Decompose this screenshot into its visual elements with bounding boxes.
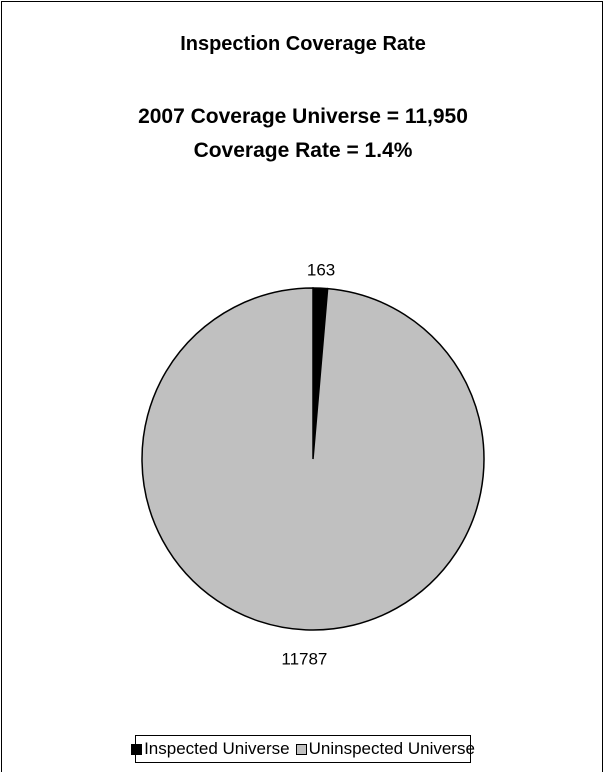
legend-label-uninspected: Uninspected Universe bbox=[308, 739, 475, 758]
chart-title: Inspection Coverage Rate bbox=[180, 33, 426, 55]
subtitle-line-coverage-rate: Coverage Rate = 1.4% bbox=[193, 139, 413, 162]
data-label-inspected: 163 bbox=[307, 261, 335, 280]
chart-subtitle: 2007 Coverage Universe = 11,950 Coverage… bbox=[0, 100, 606, 168]
legend: Inspected Universe Uninspected Universe bbox=[131, 735, 475, 763]
data-label-uninspected: 11787 bbox=[281, 649, 327, 668]
subtitle-line-coverage-universe: 2007 Coverage Universe = 11,950 bbox=[138, 105, 468, 128]
legend-entry-uninspected: Uninspected Universe bbox=[295, 739, 475, 759]
legend-label-inspected: Inspected Universe bbox=[144, 739, 290, 758]
legend-swatch-uninspected bbox=[295, 743, 307, 755]
legend-entry-inspected: Inspected Universe bbox=[131, 739, 290, 759]
legend-swatch-inspected bbox=[131, 743, 143, 755]
pie-chart: 163 11787 bbox=[141, 261, 485, 668]
pie-slice-uninspected bbox=[141, 287, 485, 631]
